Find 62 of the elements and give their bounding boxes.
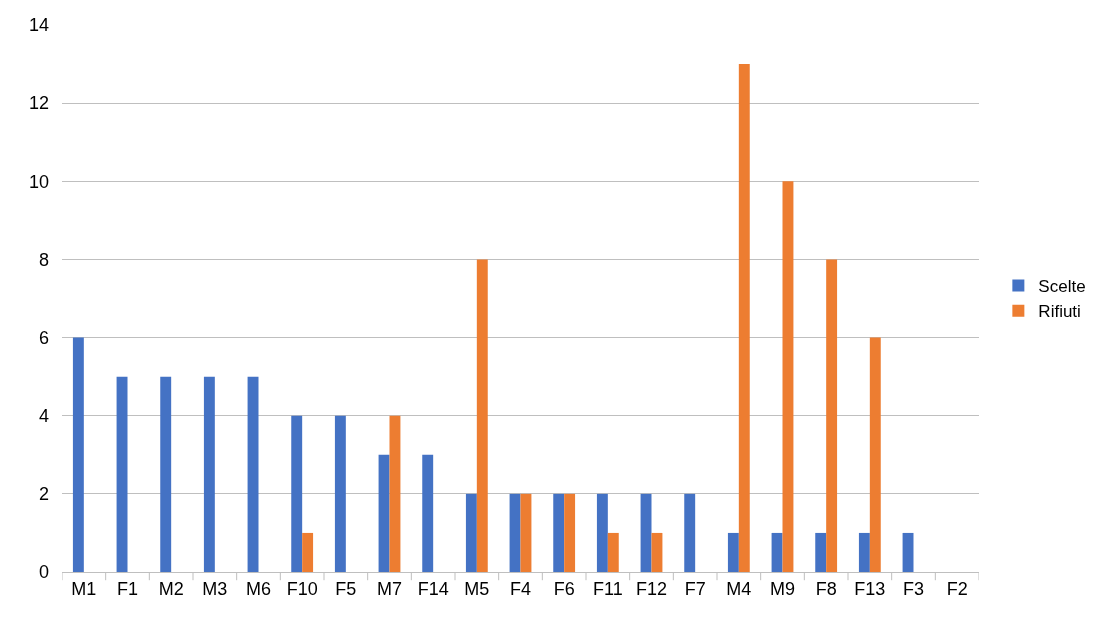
x-tick-label: F13	[854, 578, 886, 599]
y-tick-label: 0	[38, 562, 49, 583]
y-tick-label: 4	[38, 406, 49, 427]
bar	[651, 532, 663, 572]
bar	[596, 493, 608, 572]
bar	[520, 493, 532, 572]
y-tick-label: 10	[28, 171, 49, 192]
bar	[858, 532, 870, 572]
bar	[727, 532, 739, 572]
x-tick-label: F5	[335, 578, 357, 599]
bar	[564, 493, 576, 572]
bar	[291, 415, 303, 572]
x-tick-label: F4	[509, 578, 532, 599]
bar	[378, 454, 390, 572]
x-tick-label: M1	[71, 578, 97, 599]
bar	[247, 376, 259, 572]
bar	[302, 532, 314, 572]
x-tick-label: M3	[202, 578, 228, 599]
x-tick-label: F10	[286, 578, 318, 599]
bar	[771, 532, 783, 572]
x-tick-label: M9	[769, 578, 796, 599]
bar	[334, 415, 346, 572]
bar	[869, 337, 881, 572]
bar	[738, 64, 750, 572]
bar	[389, 415, 401, 572]
bar	[509, 493, 521, 572]
bar	[116, 376, 128, 572]
bar	[782, 181, 794, 572]
x-tick-label: F14	[417, 578, 449, 599]
y-tick-label: 2	[38, 484, 49, 505]
bar	[72, 337, 84, 572]
x-tick-label: F1	[116, 578, 139, 599]
x-tick-label: M5	[464, 578, 490, 599]
x-tick-label: F2	[946, 578, 968, 599]
bar	[203, 376, 215, 572]
bar	[553, 493, 565, 572]
x-tick-label: M6	[245, 578, 272, 599]
bar	[476, 259, 488, 572]
bar	[902, 532, 914, 572]
bar	[607, 532, 619, 572]
x-tick-label: F11	[592, 578, 623, 599]
x-tick-label: M7	[376, 578, 403, 599]
x-tick-label: F7	[684, 578, 706, 599]
x-tick-label: F12	[635, 578, 668, 599]
legend-label: Scelte	[1038, 277, 1086, 297]
bar	[640, 493, 652, 572]
bar	[826, 259, 838, 572]
y-tick-label: 6	[38, 327, 49, 348]
x-tick-label: F6	[553, 578, 575, 599]
x-tick-label: F8	[815, 578, 837, 599]
bar	[422, 454, 434, 572]
legend-label: Rifiuti	[1038, 302, 1081, 322]
x-tick-label: M2	[158, 578, 184, 599]
bar	[684, 493, 696, 572]
x-tick-label: F3	[902, 578, 925, 599]
bar	[815, 532, 827, 572]
bar	[465, 493, 477, 572]
x-tick-label: M4	[726, 578, 752, 599]
y-tick-label: 12	[28, 93, 49, 114]
y-tick-label: 8	[38, 249, 49, 270]
y-tick-label: 14	[28, 15, 49, 36]
bar	[160, 376, 172, 572]
